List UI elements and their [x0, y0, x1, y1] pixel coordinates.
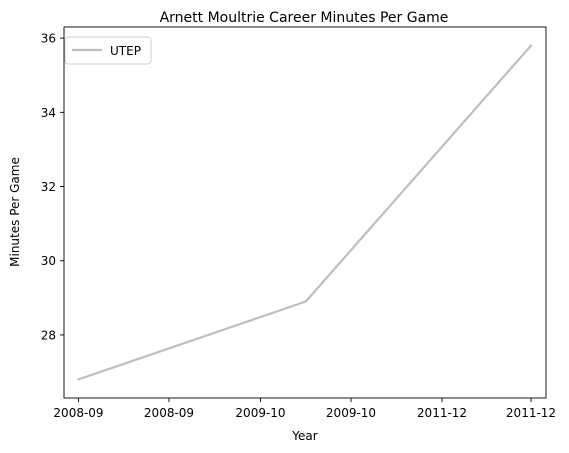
- x-tick-label: 2011-12: [506, 406, 556, 420]
- y-tick-label: 36: [41, 32, 56, 46]
- y-tick-label: 34: [41, 106, 56, 120]
- x-tick-label: 2009-10: [235, 406, 285, 420]
- x-tick-label: 2009-10: [326, 406, 376, 420]
- plot-area: [64, 27, 546, 398]
- series-layer: [77, 44, 533, 381]
- y-axis-label: Minutes Per Game: [8, 157, 22, 267]
- y-tick-label: 30: [41, 254, 56, 268]
- legend-label: UTEP: [110, 44, 141, 58]
- legend: UTEP: [64, 36, 152, 65]
- x-tick-label: 2008-09: [144, 406, 194, 420]
- y-axis-ticks: 28 30 32 34 36: [41, 32, 64, 342]
- y-tick-label: 32: [41, 180, 56, 194]
- chart-title: Arnett Moultrie Career Minutes Per Game: [160, 10, 449, 26]
- legend-box: [64, 36, 152, 65]
- series-line: [77, 44, 533, 381]
- x-tick-label: 2008-09: [53, 406, 103, 420]
- plot-frame: [63, 26, 547, 399]
- x-axis-label: Year: [291, 429, 317, 443]
- x-tick-label: 2011-12: [417, 406, 467, 420]
- y-tick-label: 28: [41, 328, 56, 342]
- x-axis-ticks: 2008-09 2008-09 2009-10 2009-10 2011-12 2011-…: [53, 398, 556, 420]
